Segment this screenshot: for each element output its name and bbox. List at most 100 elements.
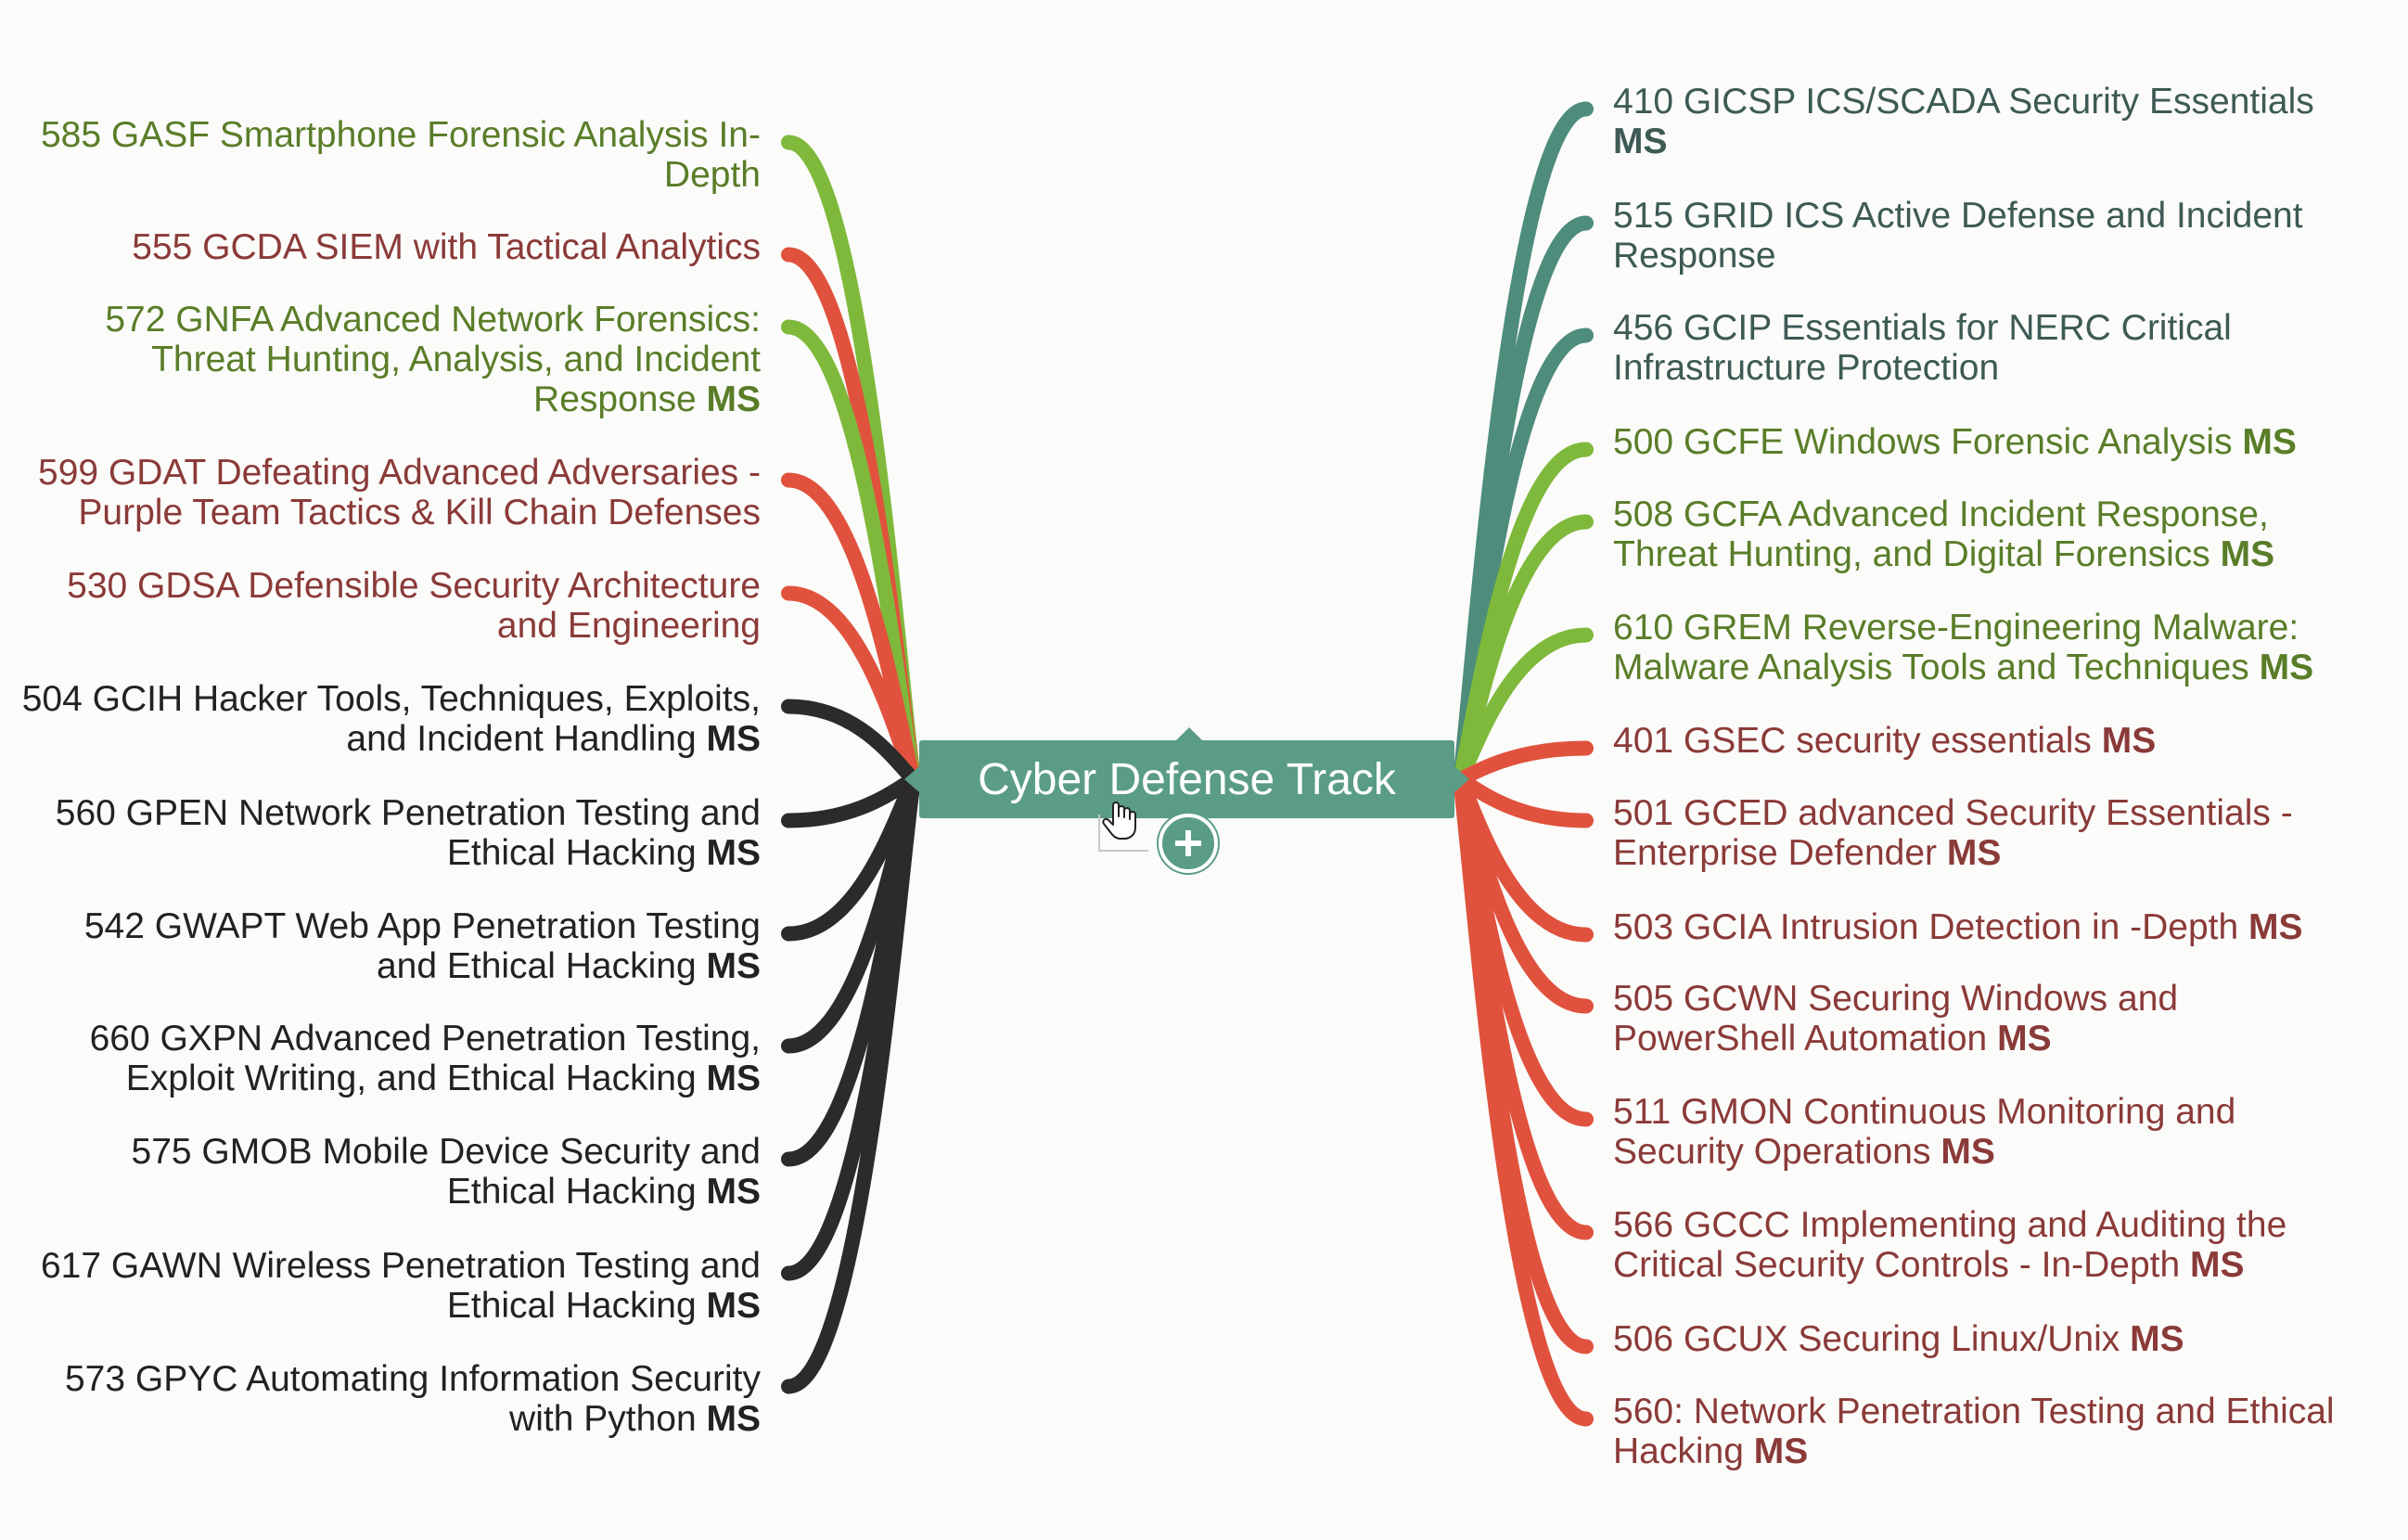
- topic-text: 410 GICSP ICS/SCADA Security Essentials: [1613, 82, 2314, 122]
- topic-line: and Ethical Hacking MS: [84, 946, 761, 986]
- topic-line: Hacking MS: [1613, 1431, 2335, 1471]
- topic-text: 572 GNFA Advanced Network Forensics:: [105, 300, 761, 340]
- topic-text: Purple Team Tactics & Kill Chain Defense…: [78, 493, 761, 533]
- topic-line: 511 GMON Continuous Monitoring and: [1613, 1092, 2235, 1132]
- topic-line: Depth: [41, 155, 761, 195]
- topic-text: Infrastructure Protection: [1613, 348, 2000, 388]
- right-branch-line: [1453, 772, 1594, 1427]
- add-subtopic-button[interactable]: [1159, 814, 1218, 873]
- left-branch-line: [781, 699, 921, 787]
- topic-line: 515 GRID ICS Active Defense and Incident: [1613, 196, 2303, 236]
- right-topic[interactable]: 500 GCFE Windows Forensic Analysis MS: [1613, 422, 2297, 462]
- topic-line: 560: Network Penetration Testing and Eth…: [1613, 1392, 2335, 1431]
- topic-line: Threat Hunting, Analysis, and Incident: [105, 340, 761, 379]
- ms-badge: MS: [2248, 907, 2303, 947]
- topic-line: 575 GMOB Mobile Device Security and: [132, 1132, 761, 1172]
- right-topic[interactable]: 610 GREM Reverse-Engineering Malware: Mal…: [1613, 608, 2313, 687]
- topic-line: Exploit Writing, and Ethical Hacking MS: [90, 1059, 761, 1098]
- topic-text: with Python: [509, 1399, 697, 1439]
- topic-line: Response: [1613, 236, 2303, 276]
- topic-text: Exploit Writing, and Ethical Hacking: [125, 1059, 697, 1098]
- topic-text: 505 GCWN Securing Windows and: [1613, 979, 2179, 1019]
- left-topic[interactable]: 660 GXPN Advanced Penetration Testing, Ex…: [90, 1019, 761, 1098]
- left-topic[interactable]: 575 GMOB Mobile Device Security and Ethic…: [132, 1132, 761, 1212]
- topic-text: Enterprise Defender: [1613, 833, 1938, 873]
- topic-line: 500 GCFE Windows Forensic Analysis MS: [1613, 422, 2297, 462]
- topic-line: 572 GNFA Advanced Network Forensics:: [105, 300, 761, 340]
- topic-line: Malware Analysis Tools and Techniques MS: [1613, 648, 2313, 687]
- central-topic-notch: [1176, 727, 1202, 740]
- topic-text: and Engineering: [496, 606, 761, 646]
- right-topic[interactable]: 515 GRID ICS Active Defense and Incident…: [1613, 196, 2303, 276]
- topic-line: 506 GCUX Securing Linux/Unix MS: [1613, 1319, 2184, 1359]
- right-topic[interactable]: 503 GCIA Intrusion Detection in -Depth M…: [1613, 907, 2303, 947]
- ms-badge: MS: [706, 833, 762, 873]
- left-topic[interactable]: 585 GASF Smartphone Forensic Analysis In…: [41, 115, 761, 195]
- topic-line: with Python MS: [65, 1399, 761, 1439]
- topic-text: Critical Security Controls - In-Depth: [1613, 1245, 2181, 1285]
- right-topic[interactable]: 560: Network Penetration Testing and Eth…: [1613, 1392, 2335, 1471]
- right-topic[interactable]: 566 GCCC Implementing and Auditing the Cr…: [1613, 1205, 2286, 1285]
- right-topic[interactable]: 410 GICSP ICS/SCADA Security Essentials M…: [1613, 82, 2314, 161]
- left-branch-line: [781, 772, 921, 1394]
- right-topic[interactable]: 456 GCIP Essentials for NERC Critical Inf…: [1613, 308, 2232, 388]
- topic-text: 560: Network Penetration Testing and Eth…: [1613, 1392, 2335, 1431]
- ms-badge: MS: [706, 1172, 762, 1212]
- topic-line: 599 GDAT Defeating Advanced Adversaries …: [38, 453, 761, 493]
- topic-line: Threat Hunting, and Digital Forensics MS: [1613, 534, 2274, 574]
- hub-connector-tip: [1454, 766, 1469, 792]
- left-topic[interactable]: 573 GPYC Automating Information Security…: [65, 1359, 761, 1439]
- topic-line: 566 GCCC Implementing and Auditing the: [1613, 1205, 2286, 1245]
- right-topic[interactable]: 506 GCUX Securing Linux/Unix MS: [1613, 1319, 2184, 1359]
- topic-line: Ethical Hacking MS: [132, 1172, 761, 1212]
- topic-text: 506 GCUX Securing Linux/Unix: [1613, 1319, 2120, 1359]
- topic-text: 501 GCED advanced Security Essentials -: [1613, 793, 2293, 833]
- ms-badge: MS: [706, 1059, 762, 1098]
- right-topic[interactable]: 511 GMON Continuous Monitoring and Securi…: [1613, 1092, 2235, 1172]
- right-topic[interactable]: 401 GSEC security essentials MS: [1613, 721, 2156, 761]
- topic-text: 599 GDAT Defeating Advanced Adversaries …: [38, 453, 761, 493]
- drag-cursor-outline: [1098, 815, 1148, 852]
- ms-badge: MS: [2242, 422, 2297, 462]
- left-topic[interactable]: 530 GDSA Defensible Security Architectur…: [67, 566, 761, 646]
- hand-cursor-icon: [1102, 802, 1136, 840]
- right-topic[interactable]: 501 GCED advanced Security Essentials -E…: [1613, 793, 2293, 873]
- topic-line: Critical Security Controls - In-Depth MS: [1613, 1245, 2286, 1285]
- topic-line: 660 GXPN Advanced Penetration Testing,: [90, 1019, 761, 1059]
- topic-line: Purple Team Tactics & Kill Chain Defense…: [38, 493, 761, 533]
- topic-text: 500 GCFE Windows Forensic Analysis: [1613, 422, 2233, 462]
- topic-text: Malware Analysis Tools and Techniques: [1613, 648, 2249, 687]
- right-topic[interactable]: 508 GCFA Advanced Incident Response, Thre…: [1613, 494, 2274, 574]
- ms-badge: MS: [2130, 1319, 2184, 1359]
- topic-text: 660 GXPN Advanced Penetration Testing,: [89, 1019, 761, 1059]
- ms-badge: MS: [706, 379, 762, 419]
- topic-text: 515 GRID ICS Active Defense and Incident: [1613, 196, 2303, 236]
- left-topic[interactable]: 555 GCDA SIEM with Tactical Analytics: [132, 227, 761, 267]
- topic-text: Hacking: [1613, 1431, 1744, 1471]
- topic-text: Response: [1613, 236, 1776, 276]
- topic-text: and Ethical Hacking: [376, 946, 697, 986]
- left-topic[interactable]: 504 GCIH Hacker Tools, Techniques, Explo…: [22, 679, 761, 759]
- ms-badge: MS: [2101, 721, 2157, 761]
- topic-text: 401 GSEC security essentials: [1613, 721, 2092, 761]
- topic-text: PowerShell Automation: [1613, 1019, 1988, 1059]
- topic-text: 555 GCDA SIEM with Tactical Analytics: [132, 227, 761, 267]
- ms-badge: MS: [2220, 534, 2275, 574]
- left-topic[interactable]: 560 GPEN Network Penetration Testing and…: [56, 793, 761, 873]
- topic-text: 573 GPYC Automating Information Security: [64, 1359, 761, 1399]
- topic-text: 511 GMON Continuous Monitoring and: [1613, 1092, 2236, 1132]
- ms-badge: MS: [706, 1399, 762, 1439]
- topic-text: 585 GASF Smartphone Forensic Analysis In…: [40, 115, 761, 155]
- right-topic[interactable]: 505 GCWN Securing Windows and PowerShell …: [1613, 979, 2178, 1059]
- central-topic[interactable]: Cyber Defense Track: [919, 740, 1454, 818]
- left-topic[interactable]: 572 GNFA Advanced Network Forensics: Thre…: [105, 300, 761, 419]
- topic-line: 573 GPYC Automating Information Security: [65, 1359, 761, 1399]
- topic-line: Infrastructure Protection: [1613, 348, 2232, 388]
- ms-badge: MS: [1613, 122, 1668, 161]
- ms-badge: MS: [1940, 1132, 1995, 1172]
- left-topic[interactable]: 599 GDAT Defeating Advanced Adversaries …: [38, 453, 761, 533]
- left-topic[interactable]: 617 GAWN Wireless Penetration Testing an…: [41, 1246, 761, 1326]
- left-topic[interactable]: 542 GWAPT Web App Penetration Testing and…: [84, 906, 761, 986]
